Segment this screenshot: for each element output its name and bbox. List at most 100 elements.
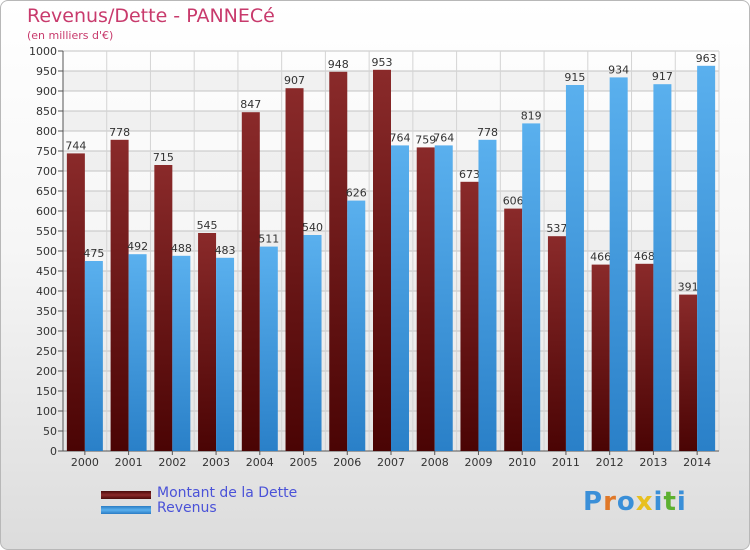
bar-revenus bbox=[522, 123, 541, 452]
value-label-revenus: 626 bbox=[346, 187, 367, 200]
x-tick-label: 2012 bbox=[596, 456, 624, 469]
bar-dette bbox=[241, 112, 260, 451]
bar-dette bbox=[460, 181, 479, 452]
x-tick-label: 2014 bbox=[683, 456, 711, 469]
bar-dette bbox=[66, 153, 85, 451]
value-label-dette: 778 bbox=[109, 126, 130, 139]
logo-letter: i bbox=[676, 487, 687, 517]
bar-dette bbox=[198, 233, 217, 451]
x-tick-label: 2006 bbox=[333, 456, 361, 469]
legend-swatch-dette bbox=[101, 491, 151, 499]
y-tick-label: 150 bbox=[36, 385, 57, 398]
value-label-dette: 953 bbox=[372, 56, 393, 69]
value-label-revenus: 475 bbox=[83, 247, 104, 260]
bar-dette bbox=[635, 263, 654, 451]
bar-revenus bbox=[172, 255, 191, 451]
legend-label-dette: Montant de la Dette bbox=[157, 485, 298, 501]
y-tick-label: 850 bbox=[36, 105, 57, 118]
bar-dette bbox=[110, 139, 129, 452]
bar-dette bbox=[591, 264, 610, 451]
value-label-dette: 391 bbox=[678, 281, 699, 294]
value-label-dette: 468 bbox=[634, 250, 655, 263]
y-tick-label: 750 bbox=[36, 145, 57, 158]
x-tick-label: 2007 bbox=[377, 456, 405, 469]
bar-revenus bbox=[347, 200, 366, 451]
y-tick-label: 600 bbox=[36, 205, 57, 218]
value-label-dette: 537 bbox=[546, 222, 567, 235]
x-tick-label: 2009 bbox=[464, 456, 492, 469]
value-label-dette: 847 bbox=[240, 98, 261, 111]
legend-swatch-revenus bbox=[101, 506, 151, 514]
logo-letter: i bbox=[653, 487, 664, 517]
bar-dette bbox=[329, 71, 348, 452]
x-tick-label: 2002 bbox=[158, 456, 186, 469]
y-tick-label: 550 bbox=[36, 225, 57, 238]
x-tick-label: 2001 bbox=[115, 456, 143, 469]
bar-revenus bbox=[303, 235, 322, 451]
x-tick-label: 2008 bbox=[421, 456, 449, 469]
bar-dette bbox=[547, 236, 566, 451]
y-tick-label: 450 bbox=[36, 265, 57, 278]
bar-revenus bbox=[609, 77, 628, 452]
value-label-dette: 545 bbox=[197, 219, 218, 232]
chart-subtitle: (en milliers d'€) bbox=[27, 29, 114, 42]
value-label-revenus: 934 bbox=[608, 63, 629, 76]
bar-revenus bbox=[391, 145, 409, 451]
bar-dette bbox=[416, 147, 435, 451]
value-label-dette: 466 bbox=[590, 251, 611, 264]
bar-revenus bbox=[565, 85, 584, 451]
proxiti-logo: Proxiti bbox=[583, 487, 687, 517]
x-tick-label: 2000 bbox=[71, 456, 99, 469]
bar-revenus bbox=[128, 254, 147, 451]
y-tick-label: 800 bbox=[36, 125, 57, 138]
value-label-dette: 715 bbox=[153, 151, 174, 164]
value-label-revenus: 483 bbox=[215, 244, 236, 257]
bar-dette bbox=[504, 208, 523, 451]
y-tick-label: 500 bbox=[36, 245, 57, 258]
logo-letter: P bbox=[583, 487, 604, 517]
x-tick-label: 2013 bbox=[639, 456, 667, 469]
bar-revenus bbox=[259, 246, 278, 451]
logo-letter: r bbox=[603, 487, 617, 517]
logo-letter: o bbox=[616, 487, 636, 517]
x-tick-label: 2004 bbox=[246, 456, 274, 469]
value-label-dette: 759 bbox=[415, 133, 436, 146]
bar-revenus bbox=[697, 65, 716, 452]
y-tick-label: 0 bbox=[50, 445, 57, 458]
y-tick-label: 350 bbox=[36, 305, 57, 318]
logo-letter: x bbox=[635, 487, 654, 517]
y-tick-label: 50 bbox=[43, 425, 57, 438]
y-tick-label: 700 bbox=[36, 165, 57, 178]
x-tick-label: 2011 bbox=[552, 456, 580, 469]
value-label-revenus: 778 bbox=[477, 126, 498, 139]
bar-revenus bbox=[653, 84, 672, 451]
chart-title: Revenus/Dette - PANNECé bbox=[27, 5, 275, 27]
value-label-dette: 606 bbox=[503, 195, 524, 208]
value-label-revenus: 917 bbox=[652, 70, 673, 83]
y-tick-label: 900 bbox=[36, 85, 57, 98]
bar-revenus bbox=[216, 257, 235, 451]
y-tick-label: 250 bbox=[36, 345, 57, 358]
value-label-revenus: 492 bbox=[127, 240, 148, 253]
value-label-revenus: 540 bbox=[302, 221, 323, 234]
value-label-revenus: 488 bbox=[171, 242, 192, 255]
bar-revenus bbox=[434, 145, 453, 451]
value-label-dette: 744 bbox=[65, 139, 86, 152]
x-tick-label: 2010 bbox=[508, 456, 536, 469]
value-label-dette: 907 bbox=[284, 74, 305, 87]
y-tick-label: 1000 bbox=[29, 45, 57, 58]
value-label-revenus: 915 bbox=[564, 71, 585, 84]
legend-label-revenus: Revenus bbox=[157, 500, 217, 516]
logo-letter: t bbox=[663, 487, 677, 517]
y-tick-label: 950 bbox=[36, 65, 57, 78]
value-label-revenus: 764 bbox=[433, 131, 454, 144]
y-tick-label: 200 bbox=[36, 365, 57, 378]
value-label-revenus: 764 bbox=[390, 131, 411, 144]
value-label-dette: 948 bbox=[328, 58, 349, 71]
y-tick-label: 650 bbox=[36, 185, 57, 198]
bar-revenus bbox=[84, 261, 103, 451]
bar-dette bbox=[373, 69, 391, 452]
y-tick-label: 400 bbox=[36, 285, 57, 298]
